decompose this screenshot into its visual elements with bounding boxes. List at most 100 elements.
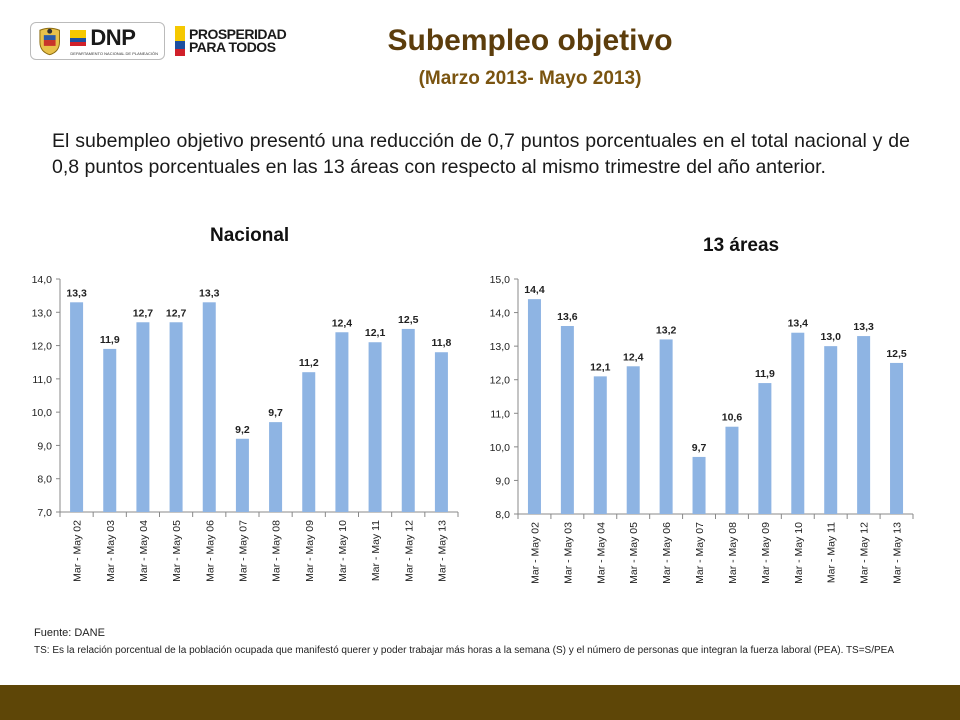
bar: [136, 322, 150, 512]
y-tick-label: 11,0: [32, 374, 52, 386]
bar-value-label: 13,3: [853, 321, 874, 333]
bar: [269, 422, 283, 512]
bar-value-label: 11,2: [299, 357, 319, 369]
bar-value-label: 12,7: [133, 307, 154, 319]
x-category-label: Mar - May 02: [72, 520, 84, 582]
x-category-label: Mar - May 12: [403, 520, 415, 582]
bar-value-label: 13,4: [788, 318, 809, 330]
y-tick-label: 14,0: [32, 274, 53, 286]
bar: [791, 332, 805, 514]
y-tick-label: 9,0: [37, 440, 52, 452]
dnp-logo-subtext: DEPARTAMENTO NACIONAL DE PLANEACIÓN: [70, 50, 158, 56]
x-category-label: Mar - May 06: [204, 520, 216, 582]
x-category-label: Mar - May 09: [304, 520, 316, 582]
bar: [824, 346, 838, 514]
x-category-label: Mar - May 11: [826, 522, 838, 583]
bar-value-label: 9,7: [692, 442, 707, 454]
bar-value-label: 14,4: [524, 284, 545, 296]
bar-value-label: 9,2: [235, 424, 250, 436]
bottom-bar: [0, 685, 960, 720]
bar-value-label: 12,5: [886, 348, 907, 360]
x-category-label: Mar - May 08: [727, 522, 739, 584]
x-category-label: Mar - May 13: [892, 522, 904, 584]
bar: [235, 438, 249, 512]
bar-value-label: 12,4: [332, 317, 353, 329]
bar-value-label: 11,9: [755, 368, 775, 380]
x-category-label: Mar - May 03: [105, 520, 117, 582]
y-tick-label: 9,0: [495, 475, 510, 487]
bar: [368, 342, 382, 512]
bar: [593, 376, 607, 514]
x-category-label: Mar - May 10: [337, 520, 349, 582]
bar-value-label: 13,6: [557, 311, 578, 323]
y-tick-label: 12,0: [32, 341, 53, 353]
bar: [169, 322, 183, 512]
bar: [560, 326, 574, 514]
bar: [626, 366, 640, 514]
bar: [758, 383, 772, 514]
prosperidad-logo: PROSPERIDAD PARA TODOS: [175, 25, 287, 56]
x-category-label: Mar - May 06: [661, 522, 673, 584]
y-tick-label: 13,0: [32, 307, 53, 319]
y-tick-label: 8,0: [37, 474, 52, 486]
chart-title-13-areas: 13 áreas: [703, 235, 780, 256]
page-subtitle: (Marzo 2013- Mayo 2013): [418, 68, 642, 89]
bar-value-label: 13,3: [199, 287, 220, 299]
x-category-label: Mar - May 05: [171, 520, 183, 582]
bar-value-label: 13,3: [66, 287, 87, 299]
x-category-label: Mar - May 05: [628, 522, 640, 584]
summary-paragraph: El subempleo objetivo presentó una reduc…: [52, 130, 910, 178]
bar: [302, 372, 316, 512]
x-category-label: Mar - May 10: [793, 522, 805, 584]
y-tick-label: 13,0: [490, 341, 511, 353]
x-category-label: Mar - May 04: [138, 520, 150, 582]
bar-value-label: 12,1: [365, 327, 386, 339]
dnp-logo-text: DNP: [90, 24, 136, 50]
flag-stripes-icon: [175, 26, 185, 56]
y-tick-label: 14,0: [490, 308, 511, 320]
bar: [725, 426, 739, 514]
y-tick-label: 7,0: [37, 507, 52, 519]
x-category-label: Mar - May 09: [760, 522, 772, 584]
bar-value-label: 11,8: [431, 337, 451, 349]
bar: [401, 328, 415, 512]
bar-value-label: 13,0: [820, 331, 841, 343]
bar-value-label: 12,1: [590, 361, 611, 373]
y-tick-label: 15,0: [490, 274, 511, 286]
bar: [335, 332, 349, 512]
bar-value-label: 12,4: [623, 351, 644, 363]
bar: [890, 362, 904, 514]
bar: [202, 302, 216, 512]
coat-of-arms-icon: [39, 27, 60, 56]
bar: [692, 456, 706, 514]
page-title: Subempleo objetivo: [387, 24, 673, 57]
x-category-label: Mar - May 11: [370, 520, 382, 581]
x-category-label: Mar - May 13: [436, 520, 448, 582]
bar: [527, 299, 541, 514]
x-category-label: Mar - May 07: [694, 522, 706, 584]
x-category-label: Mar - May 12: [859, 522, 871, 584]
bar-value-label: 13,2: [656, 324, 677, 336]
footer-note: TS: Es la relación porcentual de la pobl…: [34, 645, 895, 656]
bar: [659, 339, 673, 514]
bar: [103, 348, 117, 512]
y-tick-label: 11,0: [490, 408, 510, 420]
x-category-label: Mar - May 02: [529, 522, 541, 584]
y-tick-label: 8,0: [495, 509, 510, 521]
prosperidad-line1: PROSPERIDAD: [189, 25, 287, 42]
bar-value-label: 12,7: [166, 307, 187, 319]
chart-title-nacional: Nacional: [210, 225, 290, 246]
header-logos: DNP DEPARTAMENTO NACIONAL DE PLANEACIÓN …: [30, 20, 287, 62]
y-tick-label: 12,0: [490, 375, 511, 387]
bar-value-label: 12,5: [398, 314, 419, 326]
bar: [70, 302, 84, 512]
x-category-label: Mar - May 07: [237, 520, 249, 582]
bar-value-label: 10,6: [722, 412, 743, 424]
bar: [857, 336, 871, 514]
bar-value-label: 9,7: [268, 407, 283, 419]
x-category-label: Mar - May 04: [595, 522, 607, 584]
prosperidad-line2: PARA TODOS: [189, 39, 276, 55]
dnp-logo: DNP DEPARTAMENTO NACIONAL DE PLANEACIÓN: [30, 22, 165, 60]
y-tick-label: 10,0: [490, 442, 511, 454]
